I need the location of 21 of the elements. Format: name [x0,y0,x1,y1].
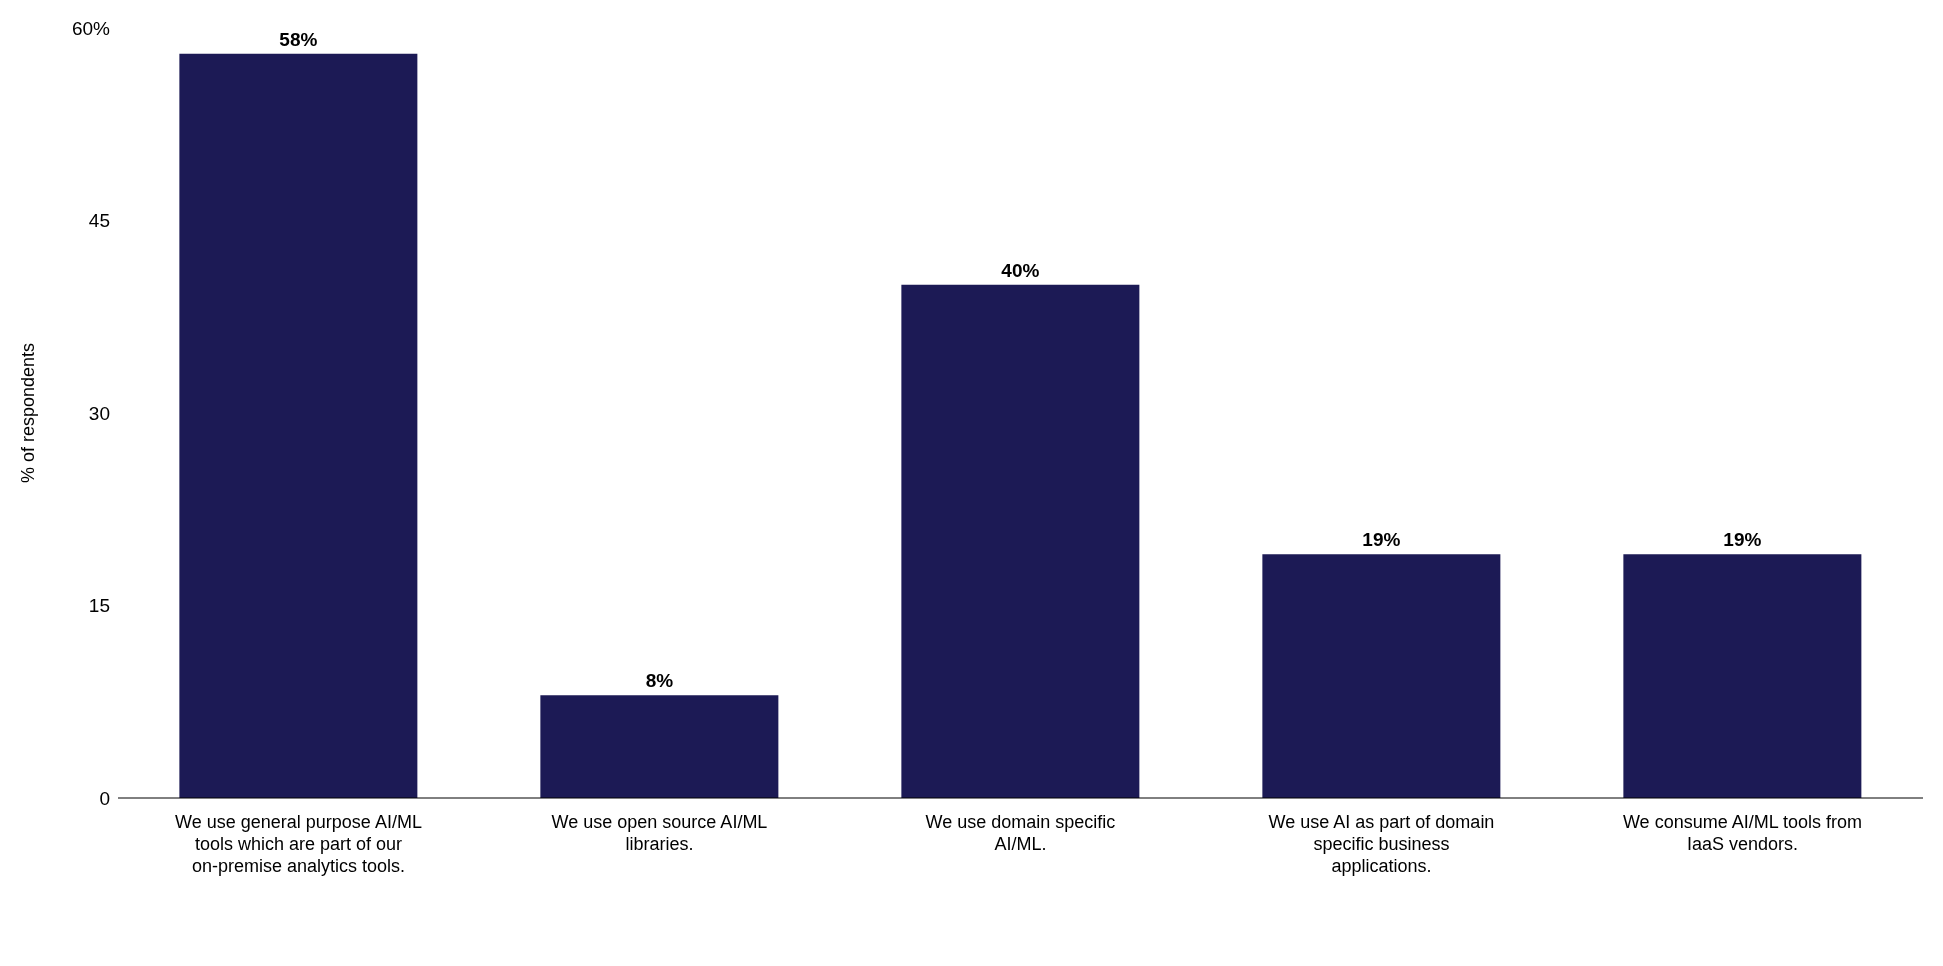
y-tick-label: 15 [88,595,110,617]
data-label: 19% [1362,529,1401,551]
data-label: 58% [279,28,318,50]
x-tick-label: We use AI as part of domain specific business applications. [1268,812,1495,876]
y-axis-title: % of respondents [18,342,39,484]
x-tick-label: We consume AI/ML tools from IaaS vendors. [1622,812,1863,854]
bar [1623,554,1862,798]
x-tick-label: We use domain specific AI/ML. [925,812,1116,854]
data-label: 8% [645,670,674,692]
y-tick-label: 45 [88,210,110,232]
x-tick-label: We use open source AI/ML libraries. [551,812,768,854]
y-tick-label: 0 [99,787,110,809]
bar [901,284,1140,798]
data-label: 19% [1723,529,1762,551]
bar [1262,554,1501,798]
y-tick-label: 30 [88,402,110,424]
bar [540,695,779,798]
x-tick-label: We use general purpose AI/ML tools which are part of our on-premise analytics tools. [175,812,422,876]
y-tick-label: 60% [71,17,111,39]
bar [179,53,418,798]
data-label: 40% [1001,259,1040,281]
